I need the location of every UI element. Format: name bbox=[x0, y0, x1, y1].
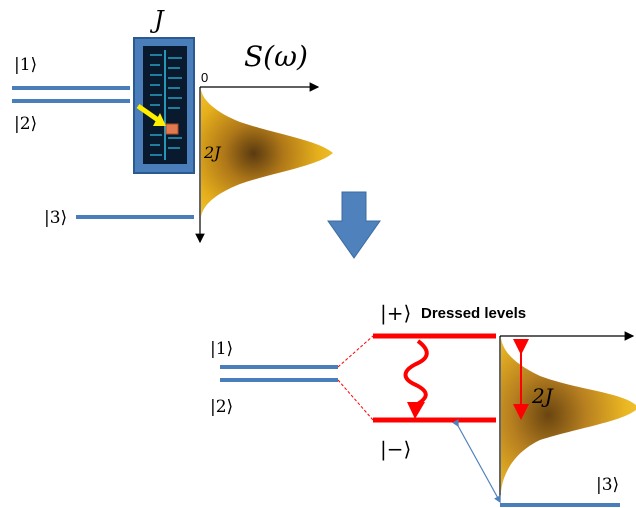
bottom-level-1-2-lines bbox=[220, 365, 338, 382]
top-level-1-label: |1⟩ bbox=[14, 55, 37, 75]
dressing-connectors bbox=[337, 335, 374, 421]
dressed-levels-title: Dressed levels bbox=[421, 305, 526, 322]
pointer-arrow-icon bbox=[136, 103, 166, 126]
transition-down-arrow-icon bbox=[327, 191, 381, 259]
bottom-level-2-label: |2⟩ bbox=[210, 397, 233, 417]
dressed-minus-label: |−⟩ bbox=[380, 437, 411, 462]
dial-gauge-icon bbox=[133, 37, 195, 174]
spectrum-label: S(ω) bbox=[244, 40, 308, 73]
axis-origin-label: 0 bbox=[201, 70, 208, 85]
top-width-label: 2J bbox=[203, 143, 222, 162]
bottom-spectrum-shape bbox=[501, 338, 636, 492]
bottom-width-label: 2J bbox=[531, 384, 554, 408]
bottom-level-1-label: |1⟩ bbox=[210, 339, 233, 359]
dressed-plus-label: |+⟩ bbox=[380, 301, 411, 326]
wavy-decay-arrow-icon bbox=[403, 339, 429, 419]
top-level-3-label: |3⟩ bbox=[44, 208, 67, 228]
top-level-1-2-lines bbox=[12, 86, 130, 103]
coupling-double-arrow bbox=[452, 419, 501, 504]
bottom-level-3-label: |3⟩ bbox=[596, 475, 619, 495]
top-level-2-label: |2⟩ bbox=[14, 114, 37, 134]
coupling-label: J bbox=[149, 6, 165, 34]
top-spectrum-shape bbox=[201, 90, 333, 217]
